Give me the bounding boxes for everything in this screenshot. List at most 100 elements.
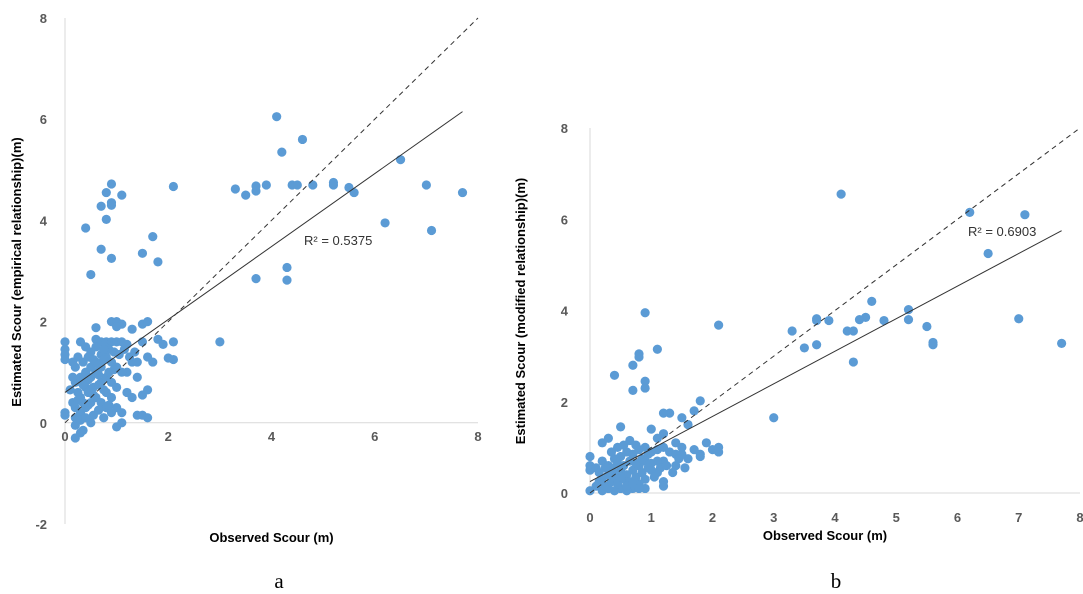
data-point bbox=[628, 360, 638, 370]
data-point bbox=[640, 308, 650, 318]
series-points bbox=[60, 112, 468, 443]
x-tick-label: 7 bbox=[1015, 510, 1022, 525]
data-point bbox=[689, 445, 699, 455]
data-point bbox=[824, 315, 834, 326]
data-point bbox=[282, 262, 292, 273]
data-point bbox=[854, 315, 865, 325]
x-tick-label: 8 bbox=[474, 429, 481, 444]
data-point bbox=[867, 296, 877, 306]
data-point bbox=[297, 134, 308, 145]
y-tick-label: 6 bbox=[40, 112, 47, 127]
data-point bbox=[137, 410, 148, 420]
data-point bbox=[143, 385, 153, 395]
identity-line bbox=[589, 127, 1081, 494]
data-point bbox=[168, 337, 179, 347]
data-point bbox=[631, 440, 641, 450]
data-point bbox=[168, 354, 179, 365]
data-point bbox=[137, 248, 148, 258]
data-point bbox=[215, 337, 225, 347]
data-point bbox=[848, 326, 858, 336]
r-squared-annotation: R² = 0.5375 bbox=[304, 233, 372, 248]
data-point bbox=[380, 218, 390, 228]
data-point bbox=[634, 483, 644, 494]
x-tick-label: 0 bbox=[586, 510, 593, 525]
data-point bbox=[1014, 314, 1024, 324]
data-point bbox=[101, 214, 111, 224]
data-point bbox=[230, 184, 240, 194]
trend-line bbox=[64, 111, 463, 393]
x-tick-label: 6 bbox=[954, 510, 961, 525]
data-point bbox=[680, 463, 690, 473]
data-point bbox=[695, 396, 705, 406]
data-point bbox=[668, 467, 678, 478]
data-point bbox=[701, 438, 711, 448]
data-point bbox=[251, 273, 261, 284]
data-point bbox=[689, 406, 699, 416]
data-point bbox=[91, 323, 101, 333]
data-point bbox=[78, 380, 88, 390]
data-point bbox=[600, 463, 610, 473]
y-tick-label: 4 bbox=[561, 304, 569, 319]
x-tick-label: 5 bbox=[893, 510, 900, 525]
data-point bbox=[628, 385, 638, 395]
panel-label: a bbox=[274, 569, 284, 593]
data-point bbox=[609, 370, 620, 380]
data-point bbox=[148, 231, 158, 242]
data-point bbox=[395, 155, 406, 165]
data-point bbox=[609, 467, 620, 478]
x-tick-label: 3 bbox=[770, 510, 777, 525]
data-point bbox=[127, 392, 137, 403]
data-point bbox=[272, 112, 282, 122]
panel-label: b bbox=[831, 569, 842, 593]
data-point bbox=[928, 337, 938, 348]
data-point bbox=[591, 481, 601, 491]
data-point bbox=[106, 253, 117, 263]
y-tick-label: 2 bbox=[40, 315, 47, 330]
series-points bbox=[585, 189, 1067, 496]
data-point bbox=[251, 181, 261, 191]
data-point bbox=[99, 413, 109, 423]
y-tick-label: 6 bbox=[561, 212, 568, 227]
x-tick-label: 6 bbox=[371, 429, 378, 444]
data-point bbox=[1057, 338, 1067, 348]
y-tick-label: -2 bbox=[35, 517, 47, 532]
data-point bbox=[652, 344, 662, 354]
y-tick-label: 8 bbox=[561, 121, 568, 136]
x-axis-title: Observed Scour (m) bbox=[763, 528, 887, 543]
data-point bbox=[879, 315, 889, 326]
data-point bbox=[158, 339, 168, 349]
chart-panel-b: 0 2 4 6 8 0 1 2 3 4 5 6 7 8 R² = 0.6903 Observed Scour … bbox=[513, 121, 1083, 593]
data-point bbox=[104, 400, 114, 410]
data-point bbox=[903, 315, 914, 325]
data-point bbox=[597, 438, 607, 448]
data-point bbox=[661, 461, 672, 471]
data-point bbox=[640, 383, 650, 393]
data-point bbox=[127, 324, 137, 334]
data-point bbox=[349, 187, 359, 198]
data-point bbox=[585, 451, 595, 462]
data-point bbox=[112, 382, 122, 392]
y-tick-label: 2 bbox=[561, 395, 568, 410]
data-point bbox=[640, 376, 650, 386]
y-tick-label: 0 bbox=[40, 416, 47, 431]
data-point bbox=[132, 372, 142, 382]
data-point bbox=[634, 352, 644, 362]
data-point bbox=[261, 180, 271, 190]
data-point bbox=[99, 354, 109, 365]
data-point bbox=[117, 408, 127, 418]
data-point bbox=[60, 410, 70, 420]
data-point bbox=[965, 207, 975, 218]
data-point bbox=[96, 201, 106, 211]
x-tick-label: 4 bbox=[831, 510, 839, 525]
data-point bbox=[677, 413, 687, 423]
data-point bbox=[106, 408, 117, 418]
data-point bbox=[73, 387, 83, 398]
data-point bbox=[132, 357, 142, 367]
y-tick-label: 0 bbox=[561, 486, 568, 501]
data-point bbox=[292, 180, 302, 190]
data-point bbox=[168, 181, 179, 192]
data-point bbox=[86, 269, 96, 280]
data-point bbox=[93, 405, 104, 415]
data-point bbox=[101, 187, 111, 198]
data-point bbox=[812, 340, 822, 350]
